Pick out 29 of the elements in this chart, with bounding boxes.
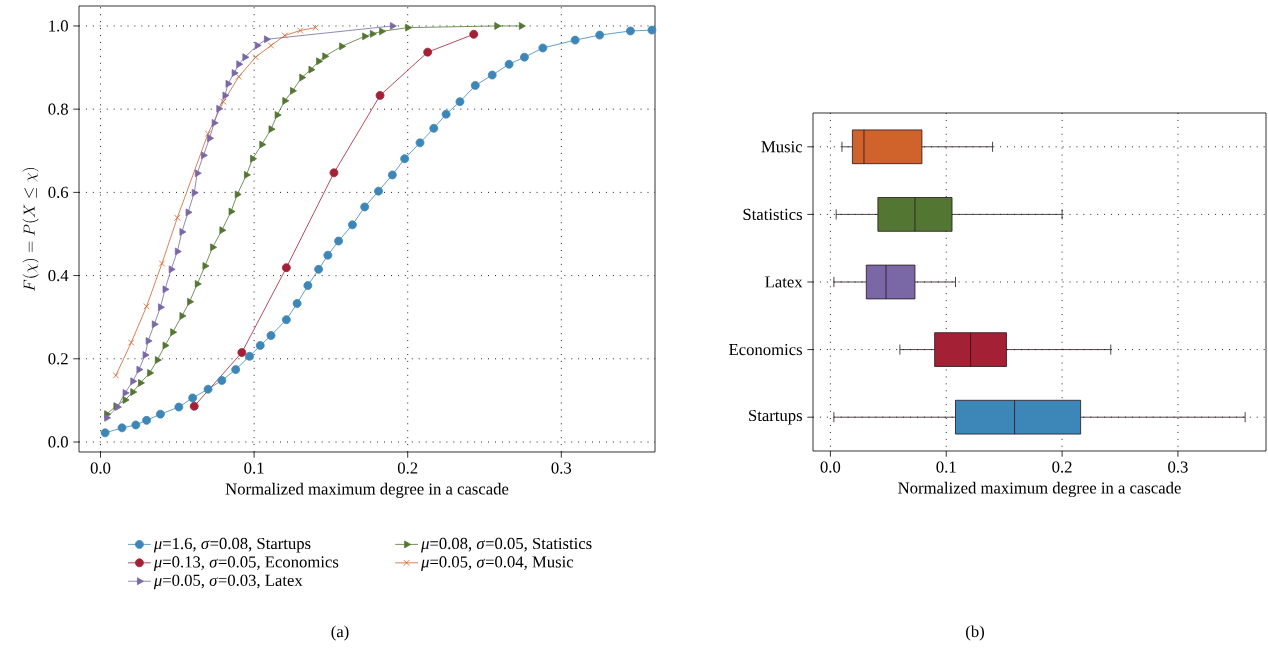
y-tick-label: 1.0 xyxy=(49,20,68,32)
x-axis-title: Normalized maximum degree in a cascade xyxy=(225,482,509,499)
x-tick-label: 0.0 xyxy=(820,461,841,473)
x-tick-label: 0.3 xyxy=(1168,461,1188,473)
y-tick-label: 0.4 xyxy=(48,269,69,282)
y-tick-label: Latex xyxy=(765,276,803,288)
y-tick-label: 0.6 xyxy=(48,186,69,199)
text: (b) xyxy=(966,625,984,641)
legend-label: μ=0.05, σ=0.03, Latex xyxy=(153,574,303,590)
x-tick-label: 0.1 xyxy=(244,462,264,474)
text: (a) xyxy=(331,625,349,641)
legend-label: μ=1.6, σ=0.08, Startups xyxy=(153,537,311,553)
y-tick-label: Statistics xyxy=(743,208,803,220)
y-axis-title: $F(\chi) = P(X \leq \chi)$ xyxy=(22,167,39,291)
y-tick-label: 0.2 xyxy=(48,353,68,365)
x-tick-label: 0.2 xyxy=(1052,461,1072,473)
y-tick-label: Startups xyxy=(749,409,802,425)
x-axis-title: Normalized maximum degree in a cascade xyxy=(898,481,1181,498)
y-tick-label: 0.8 xyxy=(48,103,68,115)
x-tick-label: 0.0 xyxy=(90,462,111,474)
y-tick-label: 0.0 xyxy=(48,436,68,448)
x-tick-label: 0.3 xyxy=(551,462,572,474)
y-tick-label: Economics xyxy=(729,343,803,356)
legend-label: μ=0.13, σ=0.05, Economics xyxy=(153,556,339,571)
y-tick-label: Music xyxy=(761,141,803,153)
legend-label: μ=0.08, σ=0.05, Statistics xyxy=(421,537,592,553)
x-tick-label: 0.2 xyxy=(397,462,418,474)
x-tick-label: 0.1 xyxy=(936,461,956,473)
legend-label: μ=0.05, σ=0.04, Music xyxy=(421,556,574,571)
